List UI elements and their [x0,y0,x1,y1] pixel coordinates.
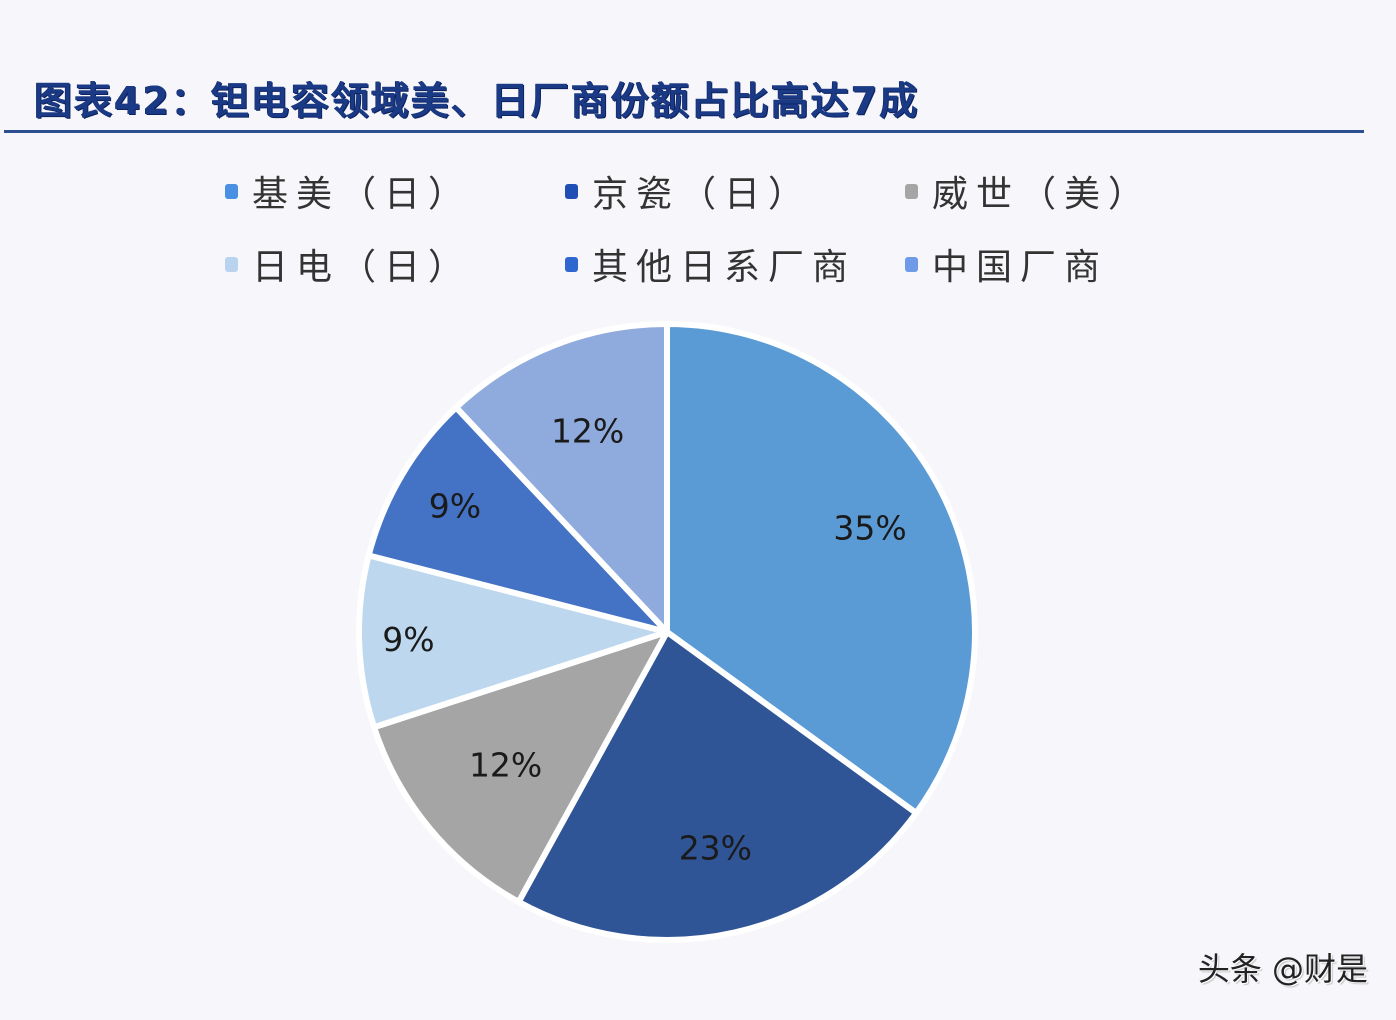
legend-label: 基美（日） [252,174,473,215]
legend-swatch [905,256,918,272]
slice-label: 12% [551,412,624,451]
legend-label: 威世（美） [932,174,1153,215]
legend-swatch [225,183,238,199]
legend-label: 日电（日） [252,247,473,288]
legend-swatch [225,256,238,272]
legend-item-kemet: 基美（日） [225,165,472,217]
legend-item-kyocera: 京瓷（日） [565,165,812,217]
slice-label: 9% [382,620,434,659]
legend-swatch [565,256,578,272]
pie-slice [356,552,670,731]
pie-slice [365,404,670,635]
legend-item-vishay: 威世（美） [905,165,1152,217]
pie-labels: 35% 23% 12% 9% 9% 12% [382,412,907,868]
legend-label: 中国厂商 [932,247,1109,288]
legend-item-other-japanese: 其他日系厂商 [565,238,856,290]
title-divider [4,130,1364,133]
slice-label: 35% [833,509,906,548]
legend-label: 其他日系厂商 [592,247,857,288]
chart-title: 图表42：钽电容领域美、日厂商份额占比高达7成 [34,79,920,123]
legend-item-chinese: 中国厂商 [905,238,1108,290]
pie-slice [453,321,670,635]
pie-slices [356,321,978,943]
pie-slice [515,629,920,943]
pie-slice [664,321,978,817]
pie-slice [371,629,670,905]
legend-label: 京瓷（日） [592,174,813,215]
legend-swatch [565,183,578,199]
legend-item-nec: 日电（日） [225,238,472,290]
slice-label: 9% [429,487,481,526]
slice-label: 12% [469,746,542,785]
legend-swatch [905,183,918,199]
slice-label: 23% [679,828,752,867]
watermark: 头条 @财是 [1197,950,1368,988]
